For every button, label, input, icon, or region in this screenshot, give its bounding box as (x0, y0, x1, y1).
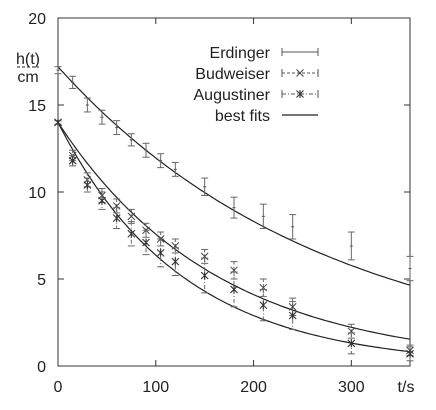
augustiner-point (259, 301, 268, 310)
budweiser-point (288, 302, 297, 311)
legend-label-best-fits: best fits (215, 108, 270, 125)
augustiner-point (127, 229, 136, 238)
augustiner-point (230, 285, 238, 294)
x-tick-label: 0 (54, 379, 63, 396)
legend: Erdinger Budweiser Augustiner best fits (194, 45, 319, 125)
y-tick-label: 5 (37, 272, 46, 289)
legend-label-budweiser: Budweiser (195, 66, 270, 83)
legend-label-erdinger: Erdinger (210, 45, 271, 62)
y-tick-label: 0 (37, 359, 46, 376)
y-axis-label-bottom: cm (17, 69, 38, 86)
y-axis-label-top: h(t) (16, 51, 40, 68)
augustiner-point (288, 311, 297, 320)
augustiner-point (142, 238, 150, 247)
axis-labels: h(t) cm t/s (16, 51, 414, 396)
y-tick-label: 10 (28, 185, 46, 202)
fit-curve-augustiner (57, 122, 411, 353)
augustiner-point (406, 349, 414, 358)
budweiser-point (259, 283, 268, 292)
budweiser-point (127, 212, 136, 221)
augustiner-point (347, 339, 356, 348)
x-tick-label: 300 (338, 379, 365, 396)
legend-marker-augustiner (296, 90, 304, 98)
augustiner-point (83, 181, 92, 190)
budweiser-point (347, 327, 356, 336)
augustiner-point (98, 196, 106, 205)
legend-marker-budweiser (296, 69, 304, 77)
augustiner-point (54, 118, 62, 127)
fit-curve-budweiser (57, 122, 411, 340)
series-augustiner (54, 118, 414, 362)
augustiner-point (156, 248, 165, 257)
x-axis-label: t/s (398, 379, 415, 396)
y-tick-label: 15 (28, 98, 46, 115)
x-tick-label: 100 (142, 379, 169, 396)
y-tick-label: 20 (28, 11, 46, 28)
augustiner-point (200, 271, 209, 280)
series-erdinger (54, 66, 414, 282)
series-budweiser (54, 118, 414, 357)
augustiner-point (112, 214, 121, 223)
data-points (54, 66, 414, 362)
budweiser-point (200, 252, 209, 261)
budweiser-point (112, 202, 121, 210)
augustiner-point (171, 257, 180, 266)
augustiner-point (68, 156, 77, 165)
legend-label-augustiner: Augustiner (194, 87, 271, 104)
x-tick-label: 200 (240, 379, 267, 396)
budweiser-point (230, 266, 238, 275)
budweiser-point (171, 242, 180, 250)
